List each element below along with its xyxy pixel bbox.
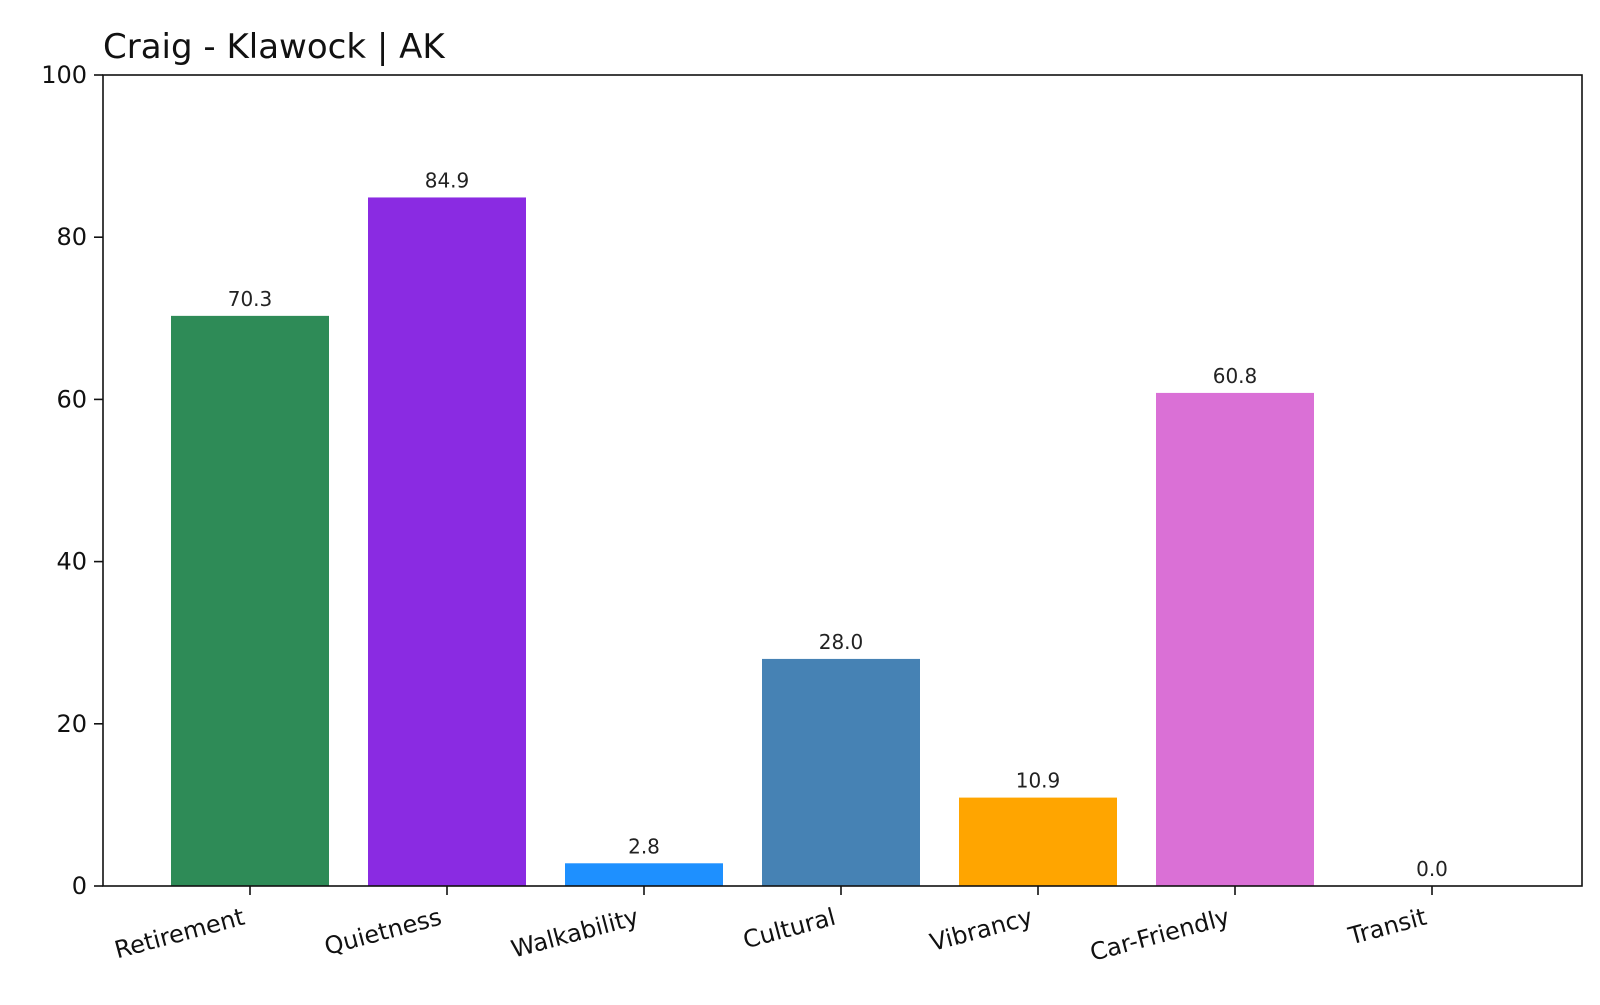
value-label-retirement: 70.3	[228, 287, 273, 311]
x-tick-label-quietness: Quietness	[321, 903, 444, 961]
plot-frame	[102, 74, 1583, 887]
value-label-transit: 0.0	[1416, 857, 1448, 881]
x-tick-label-transit: Transit	[1345, 903, 1430, 951]
bar-cultural	[762, 658, 920, 886]
y-tick-label: 80	[56, 223, 87, 251]
value-label-walkability: 2.8	[628, 834, 660, 858]
bar-retirement	[171, 315, 329, 886]
bar-car-friendly	[1156, 392, 1314, 886]
bar-quietness	[368, 197, 526, 886]
value-label-quietness: 84.9	[425, 168, 470, 192]
x-tick-label-retirement: Retirement	[112, 903, 248, 965]
x-axis: Retirement Quietness Walkability Cultural Vi…	[112, 886, 1433, 967]
x-tick-label-car-friendly: Car-Friendly	[1087, 903, 1233, 967]
value-label-vibrancy: 10.9	[1016, 769, 1061, 793]
y-tick-label: 0	[72, 872, 87, 900]
chart-title: Craig - Klawock | AK	[103, 27, 446, 67]
y-tick-label: 20	[56, 710, 87, 738]
y-tick-label: 60	[56, 385, 87, 413]
value-labels-layer: 70.3 84.9 2.8 28.0 10.9 60.8 0.0	[228, 168, 1448, 881]
x-tick-label-cultural: Cultural	[740, 903, 839, 955]
value-label-car-friendly: 60.8	[1213, 364, 1258, 388]
x-tick-label-vibrancy: Vibrancy	[927, 903, 1036, 957]
bar-vibrancy	[959, 797, 1117, 886]
bars-layer	[171, 197, 1314, 886]
bar-walkability	[565, 863, 723, 886]
y-axis: 0 20 40 60 80 100	[41, 61, 103, 900]
y-tick-label: 40	[56, 548, 87, 576]
value-label-cultural: 28.0	[819, 630, 864, 654]
x-tick-label-walkability: Walkability	[508, 903, 641, 964]
y-tick-label: 100	[41, 61, 87, 89]
